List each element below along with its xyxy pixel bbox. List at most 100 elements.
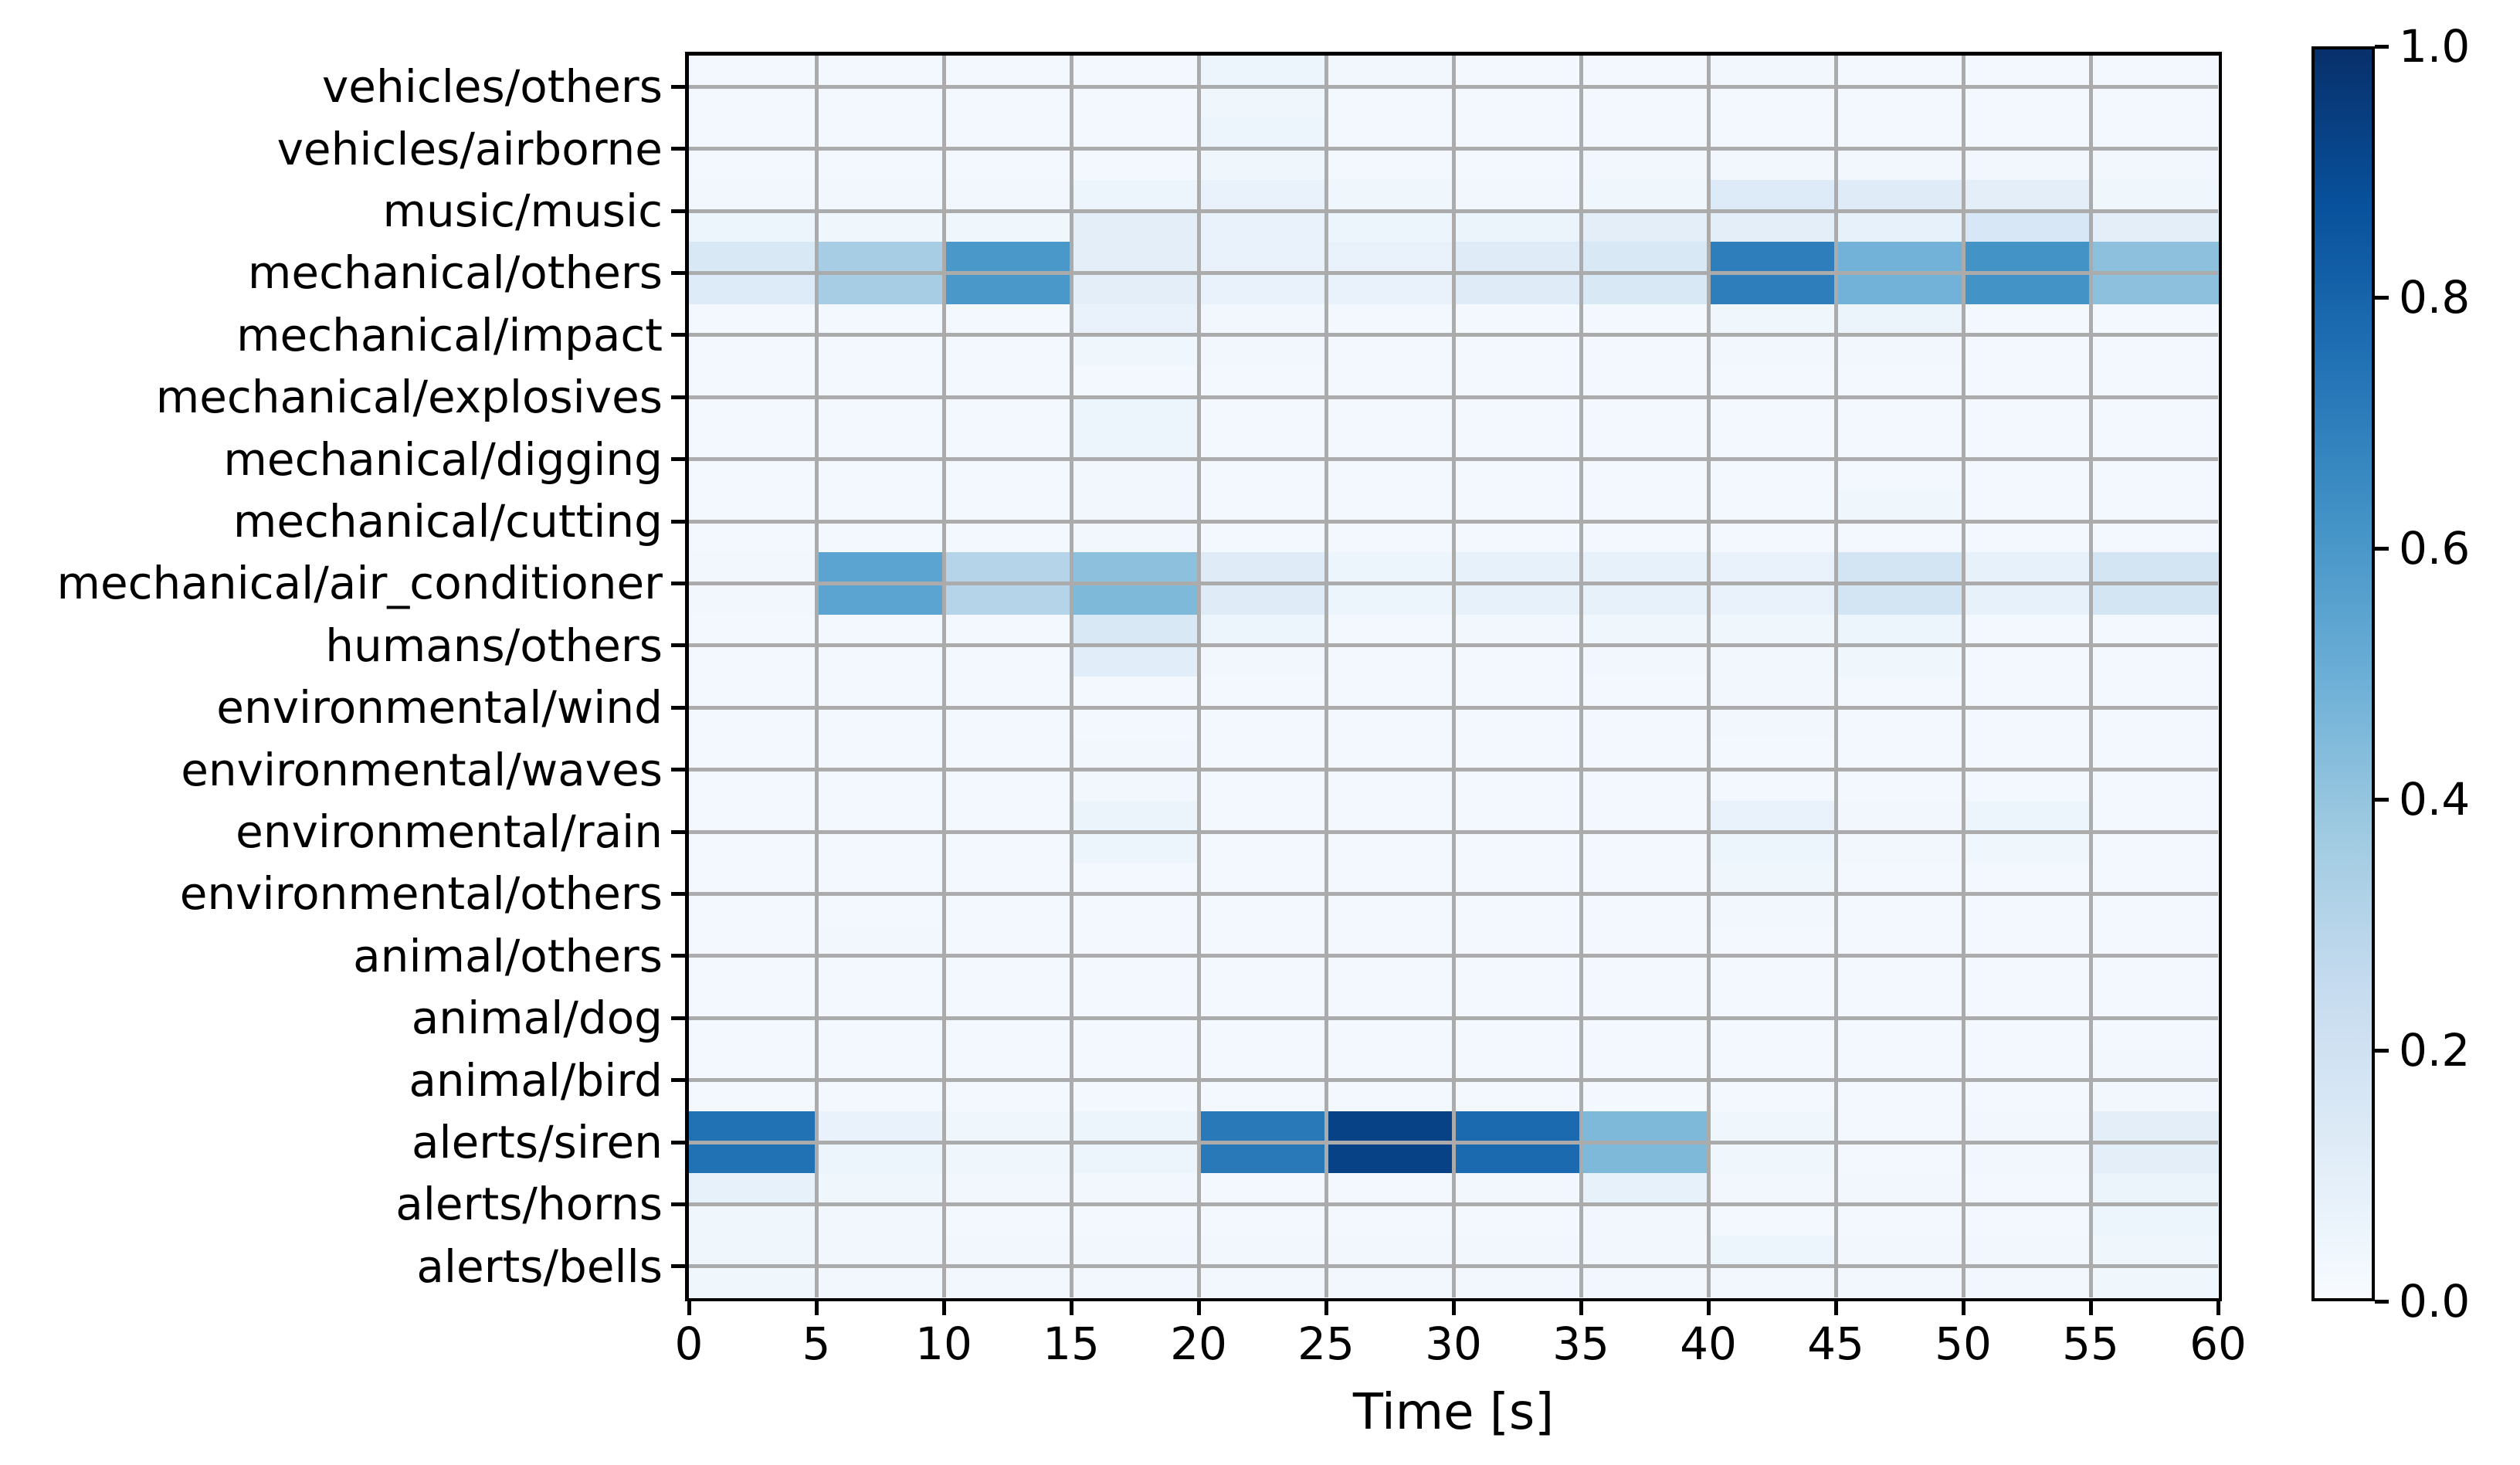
x-tick-mark [1579, 1301, 1583, 1315]
heatmap-cell [1071, 366, 1199, 398]
heatmap-cell [2091, 894, 2219, 926]
heatmap-cell [1326, 334, 1454, 367]
heatmap-cell [816, 769, 945, 802]
heatmap-cell [689, 738, 817, 771]
heatmap-cell [1326, 1018, 1454, 1050]
y-tick-mark [671, 270, 685, 275]
heatmap-cell [2091, 583, 2219, 616]
heatmap-cell [944, 1018, 1072, 1050]
heatmap-cell [689, 677, 817, 708]
heatmap-cell [944, 894, 1072, 926]
heatmap-cell [1326, 738, 1454, 771]
heatmap-cell [1199, 955, 1327, 988]
heatmap-cell [944, 334, 1072, 367]
heatmap-cell [1836, 521, 1964, 553]
heatmap-cell [1708, 677, 1837, 708]
y-tick-label: alerts/bells [416, 1239, 663, 1293]
heatmap-cell [2091, 924, 2219, 957]
heatmap-cell [1581, 397, 1709, 429]
vertical-gridline [1069, 56, 1073, 1297]
heatmap-cell [2091, 1204, 2219, 1236]
heatmap-cell [1963, 273, 2091, 305]
heatmap-cell [1836, 459, 1964, 491]
heatmap-cell [1326, 148, 1454, 181]
heatmap-cell [2091, 1080, 2219, 1112]
heatmap-cell [1453, 86, 1582, 118]
colorbar-tick-mark [2375, 1299, 2389, 1304]
y-tick-mark [671, 1264, 685, 1269]
y-tick-mark [671, 147, 685, 151]
heatmap-cell [1453, 1204, 1582, 1236]
heatmap-cell [1836, 334, 1964, 367]
heatmap-cell [1708, 273, 1837, 305]
heatmap-cell [1199, 1018, 1327, 1050]
heatmap-cell [1199, 1235, 1327, 1267]
heatmap-cell [1199, 117, 1327, 150]
heatmap-cell [1199, 1111, 1327, 1143]
heatmap-cell [1071, 987, 1199, 1019]
y-tick-mark [671, 1202, 685, 1206]
heatmap-cell [1836, 955, 1964, 988]
heatmap-cell [1836, 707, 1964, 739]
heatmap-cell [1836, 1049, 1964, 1081]
heatmap-cell [2091, 614, 2219, 646]
heatmap-cell [1836, 614, 1964, 646]
x-tick-label: 35 [1552, 1317, 1609, 1370]
heatmap-cell [816, 148, 945, 181]
heatmap-cell [1581, 707, 1709, 739]
heatmap-cell [816, 955, 945, 988]
horizontal-gridline [689, 829, 2218, 834]
x-tick-label: 25 [1297, 1317, 1355, 1370]
x-tick-mark [1706, 1301, 1711, 1315]
x-tick-label: 10 [915, 1317, 972, 1370]
heatmap-cell [1963, 428, 2091, 460]
heatmap-cell [1708, 614, 1837, 646]
heatmap-cell [944, 273, 1072, 305]
heatmap-cell [1708, 832, 1837, 863]
heatmap-cell [689, 242, 817, 273]
heatmap-cell [689, 179, 817, 212]
y-tick-label: environmental/waves [181, 743, 663, 796]
colorbar-tick-label: 0.8 [2399, 271, 2471, 324]
heatmap-cell [1199, 366, 1327, 398]
heatmap-cell [1708, 117, 1837, 150]
heatmap-cell [689, 1204, 817, 1236]
heatmap-cell [944, 1080, 1072, 1112]
heatmap-cell [816, 366, 945, 398]
heatmap-cell [1326, 397, 1454, 429]
heatmap-cell [1836, 552, 1964, 584]
y-tick-label: mechanical/cutting [232, 495, 663, 548]
y-tick-label: environmental/others [179, 867, 663, 921]
y-tick-mark [671, 84, 685, 89]
heatmap-cell [1963, 1080, 2091, 1112]
heatmap-cell [1708, 211, 1837, 242]
vertical-gridline [814, 56, 819, 1297]
heatmap-cell [1071, 800, 1199, 833]
heatmap-cell [1836, 863, 1964, 894]
heatmap-cell [944, 614, 1072, 646]
heatmap-cell [689, 614, 817, 646]
heatmap-cell [944, 552, 1072, 584]
heatmap-cell [1581, 304, 1709, 336]
heatmap-cell [1071, 1142, 1199, 1174]
heatmap-cell [816, 1111, 945, 1143]
heatmap-cell [1326, 552, 1454, 584]
horizontal-gridline [689, 581, 2218, 585]
heatmap-cell [2091, 56, 2219, 87]
heatmap-cell [1708, 86, 1837, 118]
heatmap-cell [1199, 987, 1327, 1019]
colorbar-tick-mark [2375, 295, 2389, 300]
y-tick-label: animal/bird [409, 1053, 663, 1107]
heatmap-cell [2091, 148, 2219, 181]
heatmap-cell [1708, 863, 1837, 894]
heatmap-cell [1199, 645, 1327, 677]
heatmap-cell [1581, 459, 1709, 491]
heatmap-cell [1963, 490, 2091, 522]
heatmap-cell [944, 863, 1072, 894]
heatmap-cell [2091, 86, 2219, 118]
heatmap-cell [1326, 428, 1454, 460]
heatmap-cell [2091, 366, 2219, 398]
heatmap-cell [816, 1266, 945, 1298]
heatmap-cell [816, 273, 945, 305]
heatmap-cell [1581, 334, 1709, 367]
